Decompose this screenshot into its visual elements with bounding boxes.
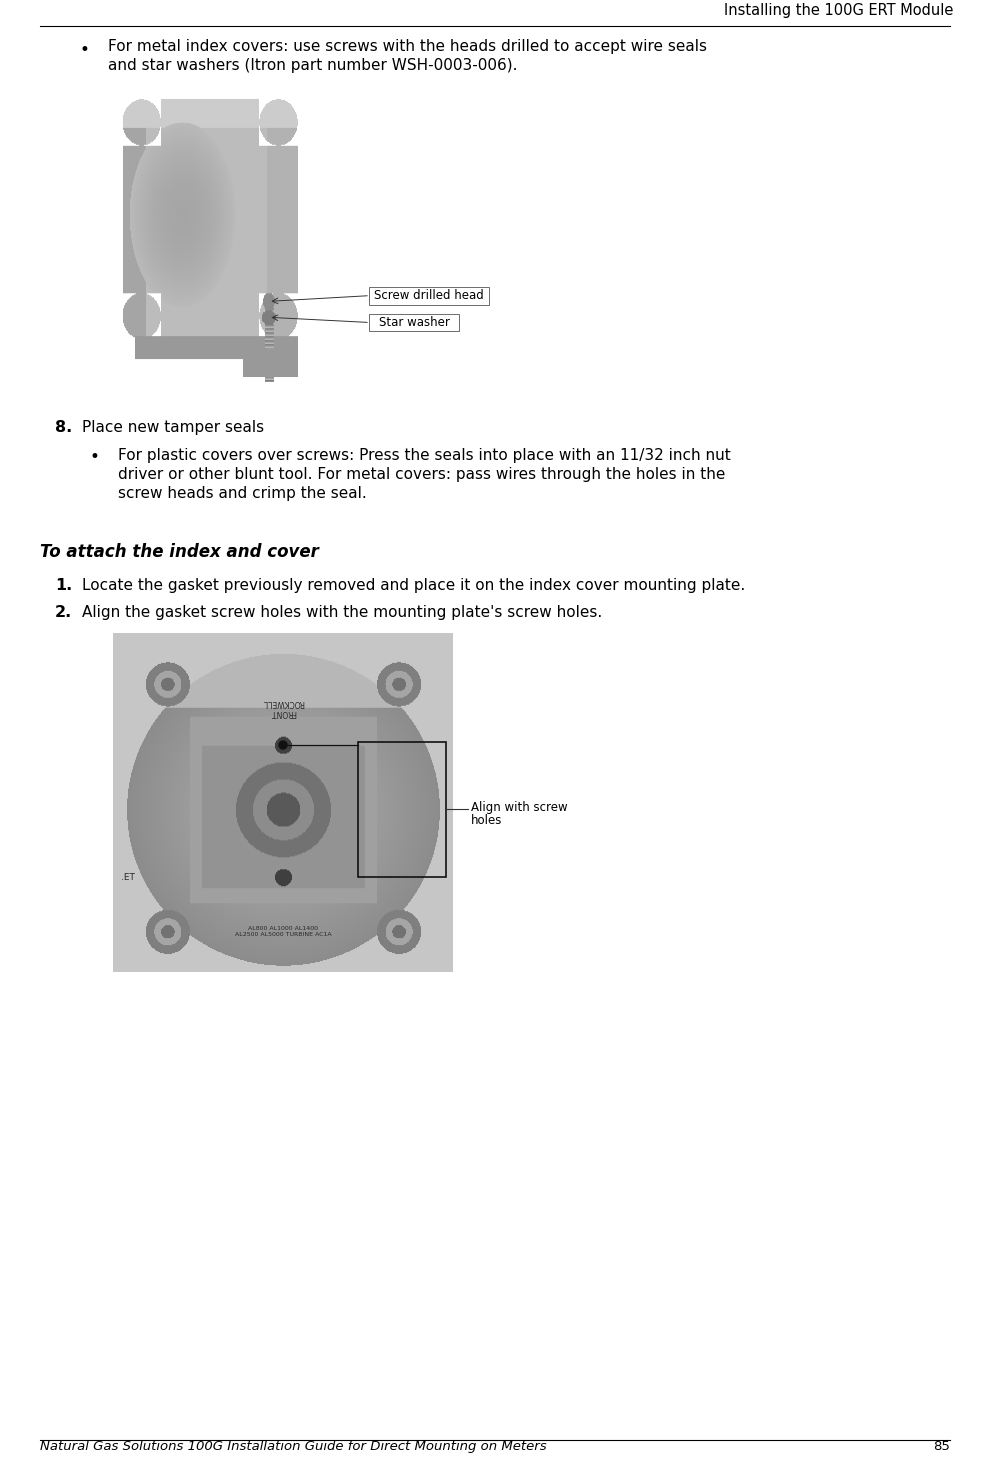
Bar bbox=[358, 742, 446, 878]
Circle shape bbox=[279, 742, 287, 749]
Text: screw heads and crimp the seal.: screw heads and crimp the seal. bbox=[118, 486, 367, 500]
Text: driver or other blunt tool. For metal covers: pass wires through the holes in th: driver or other blunt tool. For metal co… bbox=[118, 467, 725, 481]
Text: 2.: 2. bbox=[55, 606, 72, 620]
Text: For plastic covers over screws: Press the seals into place with an 11/32 inch nu: For plastic covers over screws: Press th… bbox=[118, 448, 730, 462]
Text: 1.: 1. bbox=[55, 578, 72, 593]
Text: Star washer: Star washer bbox=[379, 316, 449, 329]
Text: To attach the index and cover: To attach the index and cover bbox=[40, 543, 318, 560]
Text: holes: holes bbox=[470, 815, 502, 828]
Text: •: • bbox=[90, 448, 100, 467]
FancyBboxPatch shape bbox=[369, 313, 458, 332]
Text: AL800 AL1000 AL1400
AL2500 AL5000 TURBINE AC1A: AL800 AL1000 AL1400 AL2500 AL5000 TURBIN… bbox=[235, 926, 331, 936]
Text: and star washers (Itron part number WSH-0003-006).: and star washers (Itron part number WSH-… bbox=[107, 57, 517, 73]
Text: For metal index covers: use screws with the heads drilled to accept wire seals: For metal index covers: use screws with … bbox=[107, 38, 706, 54]
FancyBboxPatch shape bbox=[369, 287, 488, 304]
Text: 8.: 8. bbox=[55, 420, 72, 435]
Text: Place new tamper seals: Place new tamper seals bbox=[82, 420, 264, 435]
Text: Align with screw: Align with screw bbox=[470, 802, 567, 815]
Text: Natural Gas Solutions 100G Installation Guide for Direct Mounting on Meters: Natural Gas Solutions 100G Installation … bbox=[40, 1440, 546, 1453]
Text: Locate the gasket previously removed and place it on the index cover mounting pl: Locate the gasket previously removed and… bbox=[82, 578, 744, 593]
Text: FRONT
ROCKWELL: FRONT ROCKWELL bbox=[261, 698, 304, 717]
Text: .ET: .ET bbox=[121, 872, 135, 882]
Text: Align the gasket screw holes with the mounting plate's screw holes.: Align the gasket screw holes with the mo… bbox=[82, 606, 601, 620]
Text: Installing the 100G ERT Module: Installing the 100G ERT Module bbox=[723, 3, 952, 18]
Text: •: • bbox=[80, 41, 90, 59]
Text: Screw drilled head: Screw drilled head bbox=[374, 290, 483, 303]
Text: 85: 85 bbox=[932, 1440, 950, 1453]
